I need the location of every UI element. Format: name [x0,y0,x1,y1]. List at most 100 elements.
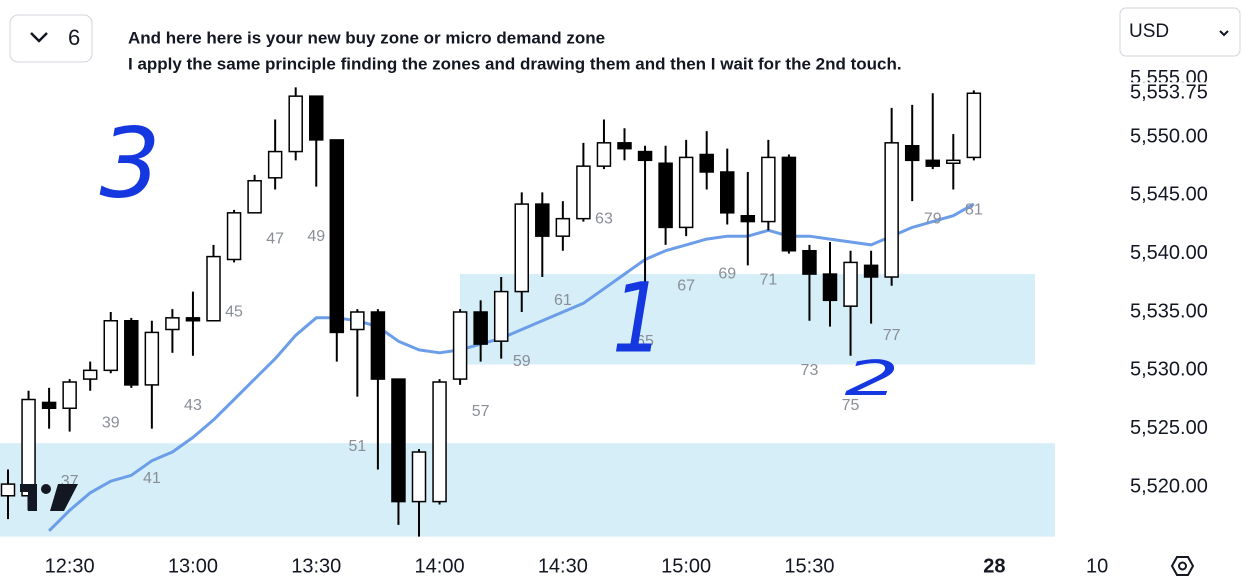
bar-number: 49 [307,228,325,245]
candle-body [637,150,653,162]
bar-number: 69 [718,266,736,283]
candle-body [411,451,427,503]
y-tick-label: 5,535.00 [1130,300,1208,322]
candle-body [267,150,283,179]
x-tick-label: 14:30 [538,555,588,577]
candle-body [103,320,118,372]
price-axis: 5,520.00 5,525.00 5,530.00 5,535.00 5,540.00… [1112,67,1232,497]
candle-body [41,401,57,410]
x-tick-label: 10 [1086,555,1108,577]
candle-body [0,483,16,497]
bar-number: 65 [636,333,654,350]
candle-body [432,381,447,503]
candle-body [493,290,509,342]
chart-title: And here here is your new buy zone or mi… [128,28,605,47]
y-tick-label: 5,540.00 [1130,242,1208,264]
bar-number: 63 [595,210,613,227]
bar-number: 41 [143,470,161,487]
handwritten-annotation: 2 [845,351,900,407]
chart-subtitle: I apply the same principle finding the z… [128,54,902,73]
candle-body [82,369,98,380]
candle-body [576,165,591,220]
bar-number: 79 [924,210,942,227]
candle-body [350,311,365,331]
candle-body [185,317,201,322]
candle-body [781,156,797,252]
candle-body [658,162,673,229]
candle-body [288,95,303,153]
tradingview-logo [20,484,78,511]
currency-label: USD [1129,21,1169,42]
bar-number: 77 [883,327,901,344]
candle-body [699,153,714,173]
candle-body [144,331,160,386]
y-tick-label: 5,520.00 [1130,475,1208,497]
candle-body [226,212,242,261]
candle-body [678,156,694,229]
dropdown-chevron [1219,30,1229,37]
candle-body [370,311,386,380]
handwritten-annotation: 3 [99,107,160,219]
candle-body [555,217,571,237]
demand-zone [0,443,1055,537]
candle-body [863,264,879,278]
x-tick-label: 15:30 [784,555,834,577]
candle-body [165,317,180,331]
bar-number: 43 [184,397,202,414]
demand-zone [460,274,1035,365]
settings-icon[interactable] [1170,556,1195,576]
handwritten-annotation: 1 [612,263,664,375]
candle-body [822,273,838,302]
chevron-icon [30,32,48,43]
candle-body [247,179,262,214]
candle-body [473,311,488,345]
candle-body [966,92,982,159]
candle-body [761,156,776,223]
interval-count: 6 [68,25,80,50]
x-tick-label: 15:00 [661,555,711,577]
bar-number: 75 [842,397,860,414]
bar-number: 39 [102,414,120,431]
y-tick-label: 5,545.00 [1130,184,1208,206]
y-tick-label: 5,550.00 [1130,125,1208,147]
candle-body [925,159,940,167]
bar-number: 51 [348,438,366,455]
last-price-bg [1122,82,1232,105]
bar-number: 45 [225,304,243,321]
candle-body [596,142,612,167]
candle-body [329,139,345,334]
candle-body [802,249,817,275]
bar-number: 71 [759,272,777,289]
candle-body [514,203,529,293]
bar-number: 59 [513,353,531,370]
currency-dropdown[interactable] [1119,7,1241,57]
candle-body [309,95,324,141]
x-tick-label: 12:30 [45,555,95,577]
x-tick-label: 13:30 [291,555,341,577]
candle-body [946,159,961,164]
bar-number: 81 [965,202,983,219]
x-tick-label: 28 [983,555,1005,577]
candle-body [391,378,406,503]
candle-body [535,203,550,237]
candle-body [843,261,858,307]
moving-average [48,202,975,532]
candle-body [21,398,36,497]
bar-number: 67 [677,277,695,294]
candle-body [617,142,632,150]
candle-body [884,142,899,278]
candle-body [904,144,920,162]
bar-number: 57 [472,403,490,420]
candle-body [124,320,139,386]
bar-number: 47 [266,231,284,248]
bar-number: 73 [801,362,819,379]
candle-body [206,255,221,322]
interval-button[interactable] [9,14,93,63]
candle-body [62,381,77,410]
x-tick-label: 13:00 [168,555,218,577]
y-tick-label: 5,525.00 [1130,417,1208,439]
candle-body [452,311,468,380]
candle-body [740,214,756,223]
